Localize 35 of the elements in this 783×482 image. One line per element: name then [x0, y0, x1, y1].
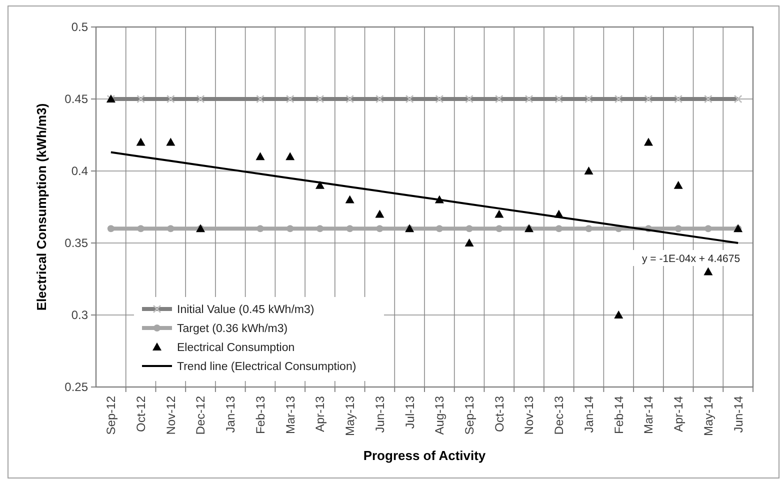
y-axis-title: Electrical Consumption (kWh/m3): [34, 103, 49, 311]
legend-label: Initial Value (0.45 kWh/m3): [177, 304, 314, 316]
x-tick-label: Jun-14: [731, 396, 746, 433]
y-tick-label: 0.4: [71, 164, 88, 178]
legend-label: Target (0.36 kWh/m3): [177, 323, 288, 336]
x-tick-label: Jan-13: [224, 396, 238, 433]
x-tick-label: Feb-13: [253, 396, 268, 434]
y-tick-label: 0.25: [64, 380, 88, 394]
x-tick-label: Aug-13: [432, 396, 447, 435]
x-tick-label: Dec-12: [194, 396, 208, 435]
x-tick-label: Sep-13: [462, 396, 476, 435]
legend-label: Electrical Consumption: [177, 342, 295, 354]
x-tick-label: Jul-13: [402, 396, 417, 429]
x-tick-label: Nov-12: [164, 396, 178, 435]
y-tick-label: 0.3: [71, 308, 88, 322]
annotation: y = -1E-04x + 4.4675: [642, 253, 740, 265]
x-tick-label: Oct-12: [134, 396, 148, 432]
x-tick-label: Jun-13: [372, 396, 387, 433]
x-tick-label: May-14: [701, 396, 716, 436]
legend-label: Trend line (Electrical Consumption): [177, 361, 356, 374]
x-tick-label: Feb-14: [612, 396, 626, 434]
y-tick-label: 0.45: [64, 92, 88, 106]
x-tick-label: Mar-13: [283, 396, 298, 434]
x-tick-label: Nov-13: [522, 396, 536, 435]
x-tick-label: Sep-12: [104, 396, 118, 435]
x-tick-label: Apr-13: [313, 396, 328, 432]
x-tick-label: Apr-14: [672, 396, 686, 432]
x-tick-label: Jan-14: [582, 396, 596, 433]
y-tick-label: 0.5: [71, 20, 88, 34]
x-tick-label: Mar-14: [642, 396, 656, 434]
x-tick-label: Oct-13: [492, 396, 506, 432]
y-tick-label: 0.35: [64, 236, 88, 250]
x-axis-title: Progress of Activity: [363, 448, 486, 463]
x-tick-label: Dec-13: [552, 396, 566, 435]
x-tick-label: May-13: [343, 396, 358, 436]
